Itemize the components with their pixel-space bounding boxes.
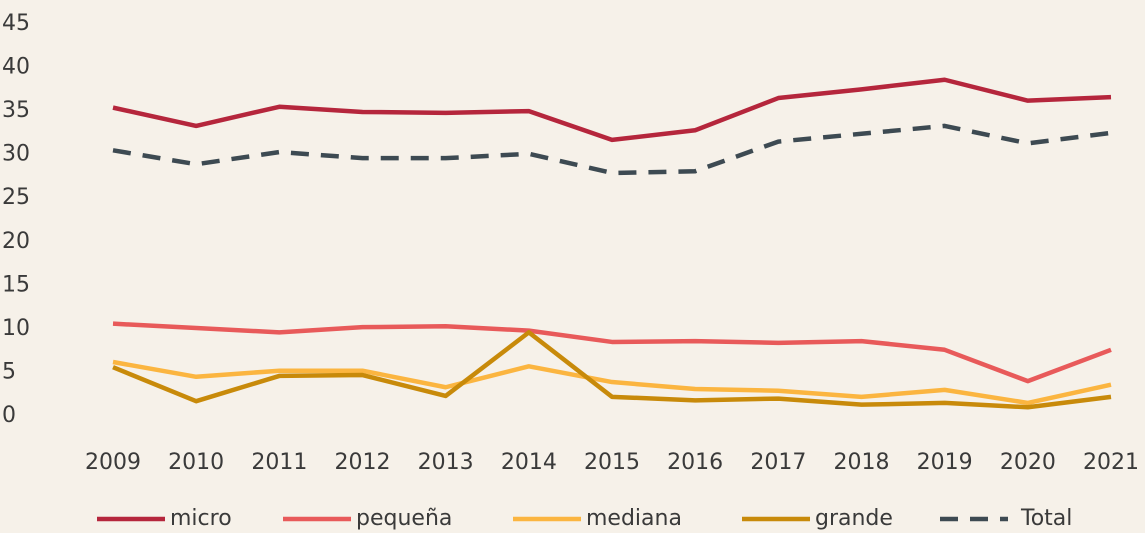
x-tick-label: 2016 [667, 450, 723, 475]
series-line [112, 77, 1112, 143]
x-tick-label: 2009 [85, 450, 141, 475]
y-tick-label: 0 [2, 403, 16, 428]
x-tick-label: 2021 [1083, 450, 1139, 475]
y-tick-label: 5 [2, 359, 16, 384]
series-line [112, 359, 1112, 406]
legend-label: mediana [586, 506, 682, 531]
y-tick-label: 35 [2, 98, 30, 123]
x-tick-label: 2017 [750, 450, 806, 475]
x-tick-label: 2020 [1000, 450, 1056, 475]
x-tick-label: 2015 [584, 450, 640, 475]
x-tick-label: 2012 [335, 450, 391, 475]
legend-label: micro [170, 506, 232, 531]
y-tick-label: 20 [2, 229, 30, 254]
series-line [112, 321, 1112, 384]
y-tick-label: 45 [2, 11, 30, 36]
series-line [112, 123, 1112, 176]
x-tick-label: 2019 [917, 450, 973, 475]
y-tick-label: 30 [2, 142, 30, 167]
x-tick-label: 2018 [834, 450, 890, 475]
legend-label: Total [1020, 506, 1072, 531]
x-tick-label: 2010 [168, 450, 224, 475]
x-tick-label: 2011 [251, 450, 307, 475]
y-tick-label: 25 [2, 185, 30, 210]
y-tick-label: 10 [2, 316, 30, 341]
legend-label: grande [815, 506, 893, 531]
legend-label: pequeña [356, 506, 452, 531]
x-tick-label: 2014 [501, 450, 557, 475]
series-line [112, 330, 1112, 410]
y-tick-label: 40 [2, 55, 30, 80]
y-tick-label: 15 [2, 272, 30, 297]
x-tick-label: 2013 [418, 450, 474, 475]
